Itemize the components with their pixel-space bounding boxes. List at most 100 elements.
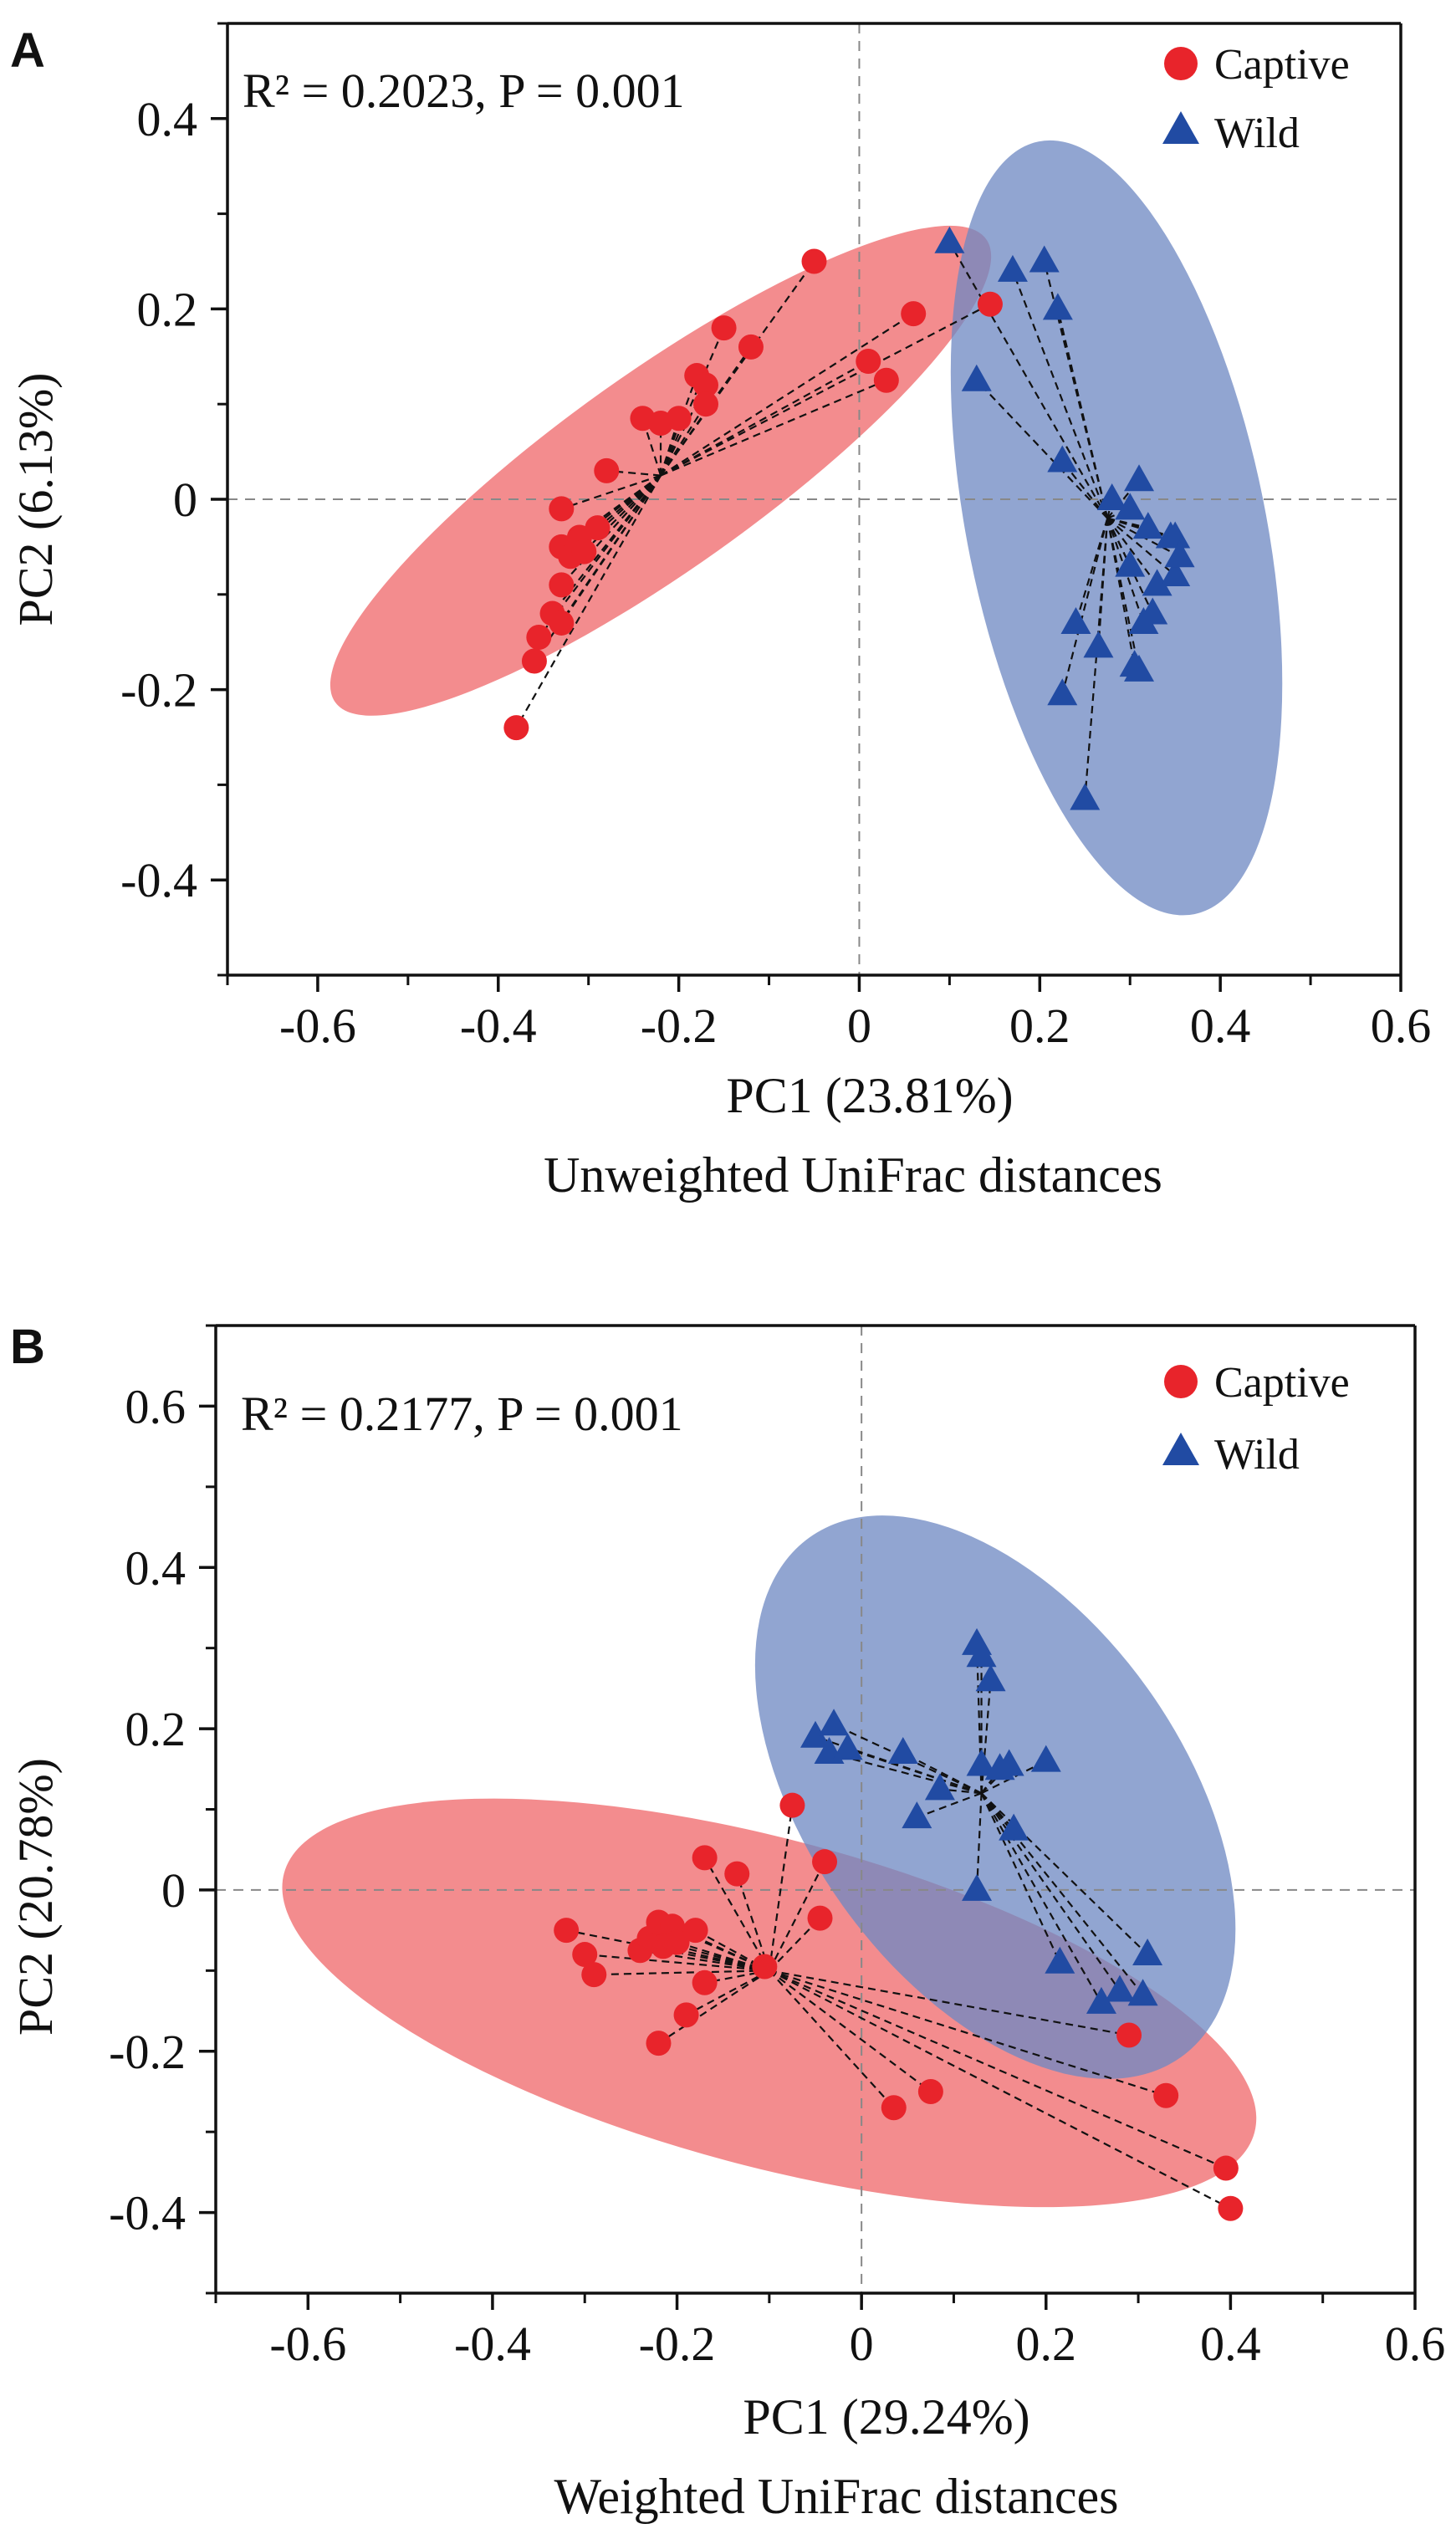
- captive-point: [977, 291, 1003, 317]
- captive-point: [1218, 2195, 1244, 2221]
- panel-a-xlabel: PC1 (23.81%): [726, 1068, 1013, 1123]
- y-tick-label: -0.2: [109, 2025, 186, 2079]
- x-tick-label: 0: [847, 999, 871, 1053]
- captive-point: [503, 715, 529, 741]
- captive-point: [549, 496, 575, 522]
- panel-a-legend: Captive Wild: [1162, 41, 1350, 157]
- legend-wild-marker: [1162, 1433, 1199, 1465]
- captive-point: [673, 2002, 699, 2028]
- legend-wild-label: Wild: [1214, 1431, 1300, 1479]
- y-tick-label: -0.4: [120, 853, 197, 907]
- captive-spoke: [769, 1969, 895, 2108]
- wild-point: [1160, 521, 1191, 549]
- x-tick-label: -0.4: [460, 999, 537, 1053]
- captive-point: [646, 2031, 672, 2056]
- legend-wild-label: Wild: [1214, 110, 1300, 157]
- wild-point: [1164, 540, 1195, 568]
- legend-captive-marker: [1164, 1365, 1198, 1398]
- y-tick-label: 0.4: [137, 92, 198, 146]
- wild-point: [934, 226, 965, 253]
- captive-point: [1116, 2022, 1142, 2048]
- wild-spoke: [975, 1793, 983, 1890]
- captive-ellipse: [282, 1798, 1257, 2208]
- captive-spoke: [660, 327, 725, 476]
- x-tick-label: 0.6: [1371, 999, 1432, 1053]
- x-tick-label: 0.2: [1016, 2317, 1077, 2371]
- panel-b-caption: Weighted UniFrac distances: [554, 2469, 1119, 2524]
- wild-spoke: [1061, 518, 1109, 695]
- legend-captive-label: Captive: [1214, 41, 1350, 89]
- wild-point: [819, 1709, 850, 1736]
- captive-spoke: [686, 1969, 770, 2016]
- captive-point: [724, 1861, 750, 1887]
- wild-point: [1128, 606, 1159, 634]
- wild-point: [1124, 654, 1155, 682]
- wild-ellipse: [754, 1515, 1236, 2079]
- wild-point: [1042, 293, 1073, 320]
- captive-point: [752, 1954, 778, 1980]
- wild-ellipse: [950, 140, 1283, 916]
- captive-spoke: [768, 1861, 826, 1971]
- captive-point: [526, 625, 552, 651]
- captive-point: [807, 1905, 833, 1931]
- wild-point: [1070, 783, 1101, 810]
- y-tick-label: 0: [161, 1863, 186, 1918]
- wild-point: [1029, 245, 1060, 273]
- panel-a-letter: A: [10, 23, 45, 78]
- wild-spoke: [980, 1792, 1121, 1992]
- legend-captive-marker: [1164, 47, 1198, 80]
- wild-point: [800, 1720, 830, 1748]
- captive-point: [856, 348, 881, 374]
- captive-spoke: [769, 1969, 1231, 2210]
- captive-point: [711, 315, 737, 341]
- wild-point: [924, 1773, 955, 1801]
- captive-point: [692, 372, 718, 398]
- captive-spoke: [585, 1953, 769, 1972]
- wild-point: [1047, 445, 1078, 473]
- wild-spoke: [1106, 508, 1131, 519]
- captive-spoke: [769, 1969, 1130, 2036]
- captive-spoke: [769, 1969, 1167, 2097]
- panel-a-caption: Unweighted UniFrac distances: [544, 1147, 1162, 1203]
- wild-point: [966, 1749, 997, 1776]
- wild-spoke: [1106, 518, 1158, 586]
- captive-point: [664, 1929, 690, 1955]
- wild-spoke: [980, 1792, 1148, 1955]
- y-tick-label: 0.2: [125, 1702, 186, 1756]
- wild-spoke: [980, 1792, 1102, 2004]
- panel-b-letter: B: [10, 1320, 45, 1374]
- x-tick-label: 0: [850, 2317, 874, 2371]
- x-tick-label: -0.6: [269, 2317, 346, 2371]
- captive-point: [917, 2078, 943, 2104]
- captive-point: [549, 572, 575, 598]
- y-tick-label: 0.6: [125, 1379, 186, 1433]
- wild-point: [1160, 559, 1191, 587]
- captive-spoke: [660, 384, 707, 477]
- captive-point: [682, 1918, 708, 1944]
- captive-point: [1153, 2082, 1179, 2108]
- legend-wild-marker: [1162, 111, 1199, 144]
- wild-point: [1086, 1986, 1116, 2014]
- wild-point: [1047, 678, 1078, 706]
- captive-spoke: [660, 360, 869, 477]
- legend-captive-label: Captive: [1214, 1359, 1350, 1407]
- wild-spoke: [847, 1748, 982, 1795]
- wild-point: [1132, 512, 1163, 539]
- captive-point: [801, 248, 827, 274]
- panel-b-ylabel: PC2 (20.78%): [8, 1758, 63, 2036]
- captive-point: [549, 610, 575, 636]
- x-tick-label: -0.2: [639, 2317, 716, 2371]
- x-tick-label: 0.4: [1200, 2317, 1261, 2371]
- wild-point: [1132, 1939, 1163, 1966]
- wild-spoke: [980, 1792, 1061, 1964]
- captive-spoke: [660, 379, 887, 477]
- captive-spoke: [660, 403, 707, 477]
- captive-point: [692, 1845, 718, 1871]
- captive-spoke: [769, 1969, 1227, 2169]
- captive-point: [812, 1849, 838, 1875]
- panel-b-xlabel: PC1 (29.24%): [743, 2389, 1029, 2445]
- x-tick-label: -0.6: [279, 999, 356, 1053]
- panel-a: A -0.6 -0.4 -0.2 0 0.2 0.4 0.60.40.20-0.2-0.4 …: [8, 22, 1432, 1203]
- captive-point: [873, 367, 899, 393]
